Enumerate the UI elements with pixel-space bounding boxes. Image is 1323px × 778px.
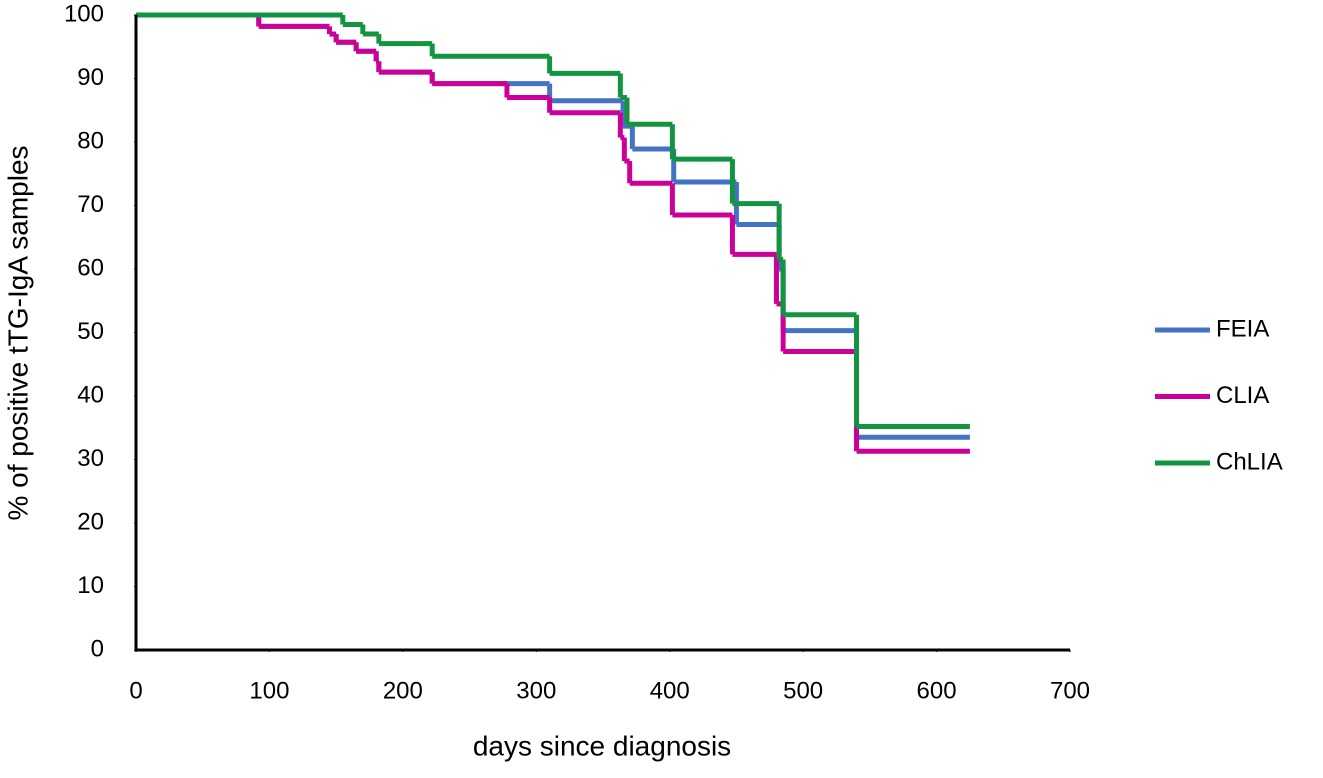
x-tick-label: 100 xyxy=(249,677,289,704)
y-tick-label: 70 xyxy=(77,191,104,218)
y-tick-label: 40 xyxy=(77,381,104,408)
y-tick-label: 50 xyxy=(77,318,104,345)
x-tick-label: 700 xyxy=(1050,677,1090,704)
y-tick-label: 90 xyxy=(77,64,104,91)
y-tick-label: 10 xyxy=(77,572,104,599)
y-tick-label: 60 xyxy=(77,254,104,281)
x-tick-label: 200 xyxy=(383,677,423,704)
legend-label: FEIA xyxy=(1216,315,1269,342)
x-tick-label: 300 xyxy=(516,677,556,704)
legend-label: ChLIA xyxy=(1216,448,1283,475)
y-axis-label: % of positive tTG-IgA samples xyxy=(2,145,33,520)
y-tick-label: 0 xyxy=(91,635,104,662)
y-tick-label: 30 xyxy=(77,445,104,472)
y-tick-label: 80 xyxy=(77,127,104,154)
x-axis-label: days since diagnosis xyxy=(473,730,731,761)
x-tick-label: 600 xyxy=(917,677,957,704)
x-tick-label: 500 xyxy=(783,677,823,704)
y-tick-label: 20 xyxy=(77,508,104,535)
legend-label: CLIA xyxy=(1216,382,1269,409)
y-tick-label: 100 xyxy=(64,0,104,27)
x-tick-label: 0 xyxy=(129,677,142,704)
x-tick-label: 400 xyxy=(650,677,690,704)
